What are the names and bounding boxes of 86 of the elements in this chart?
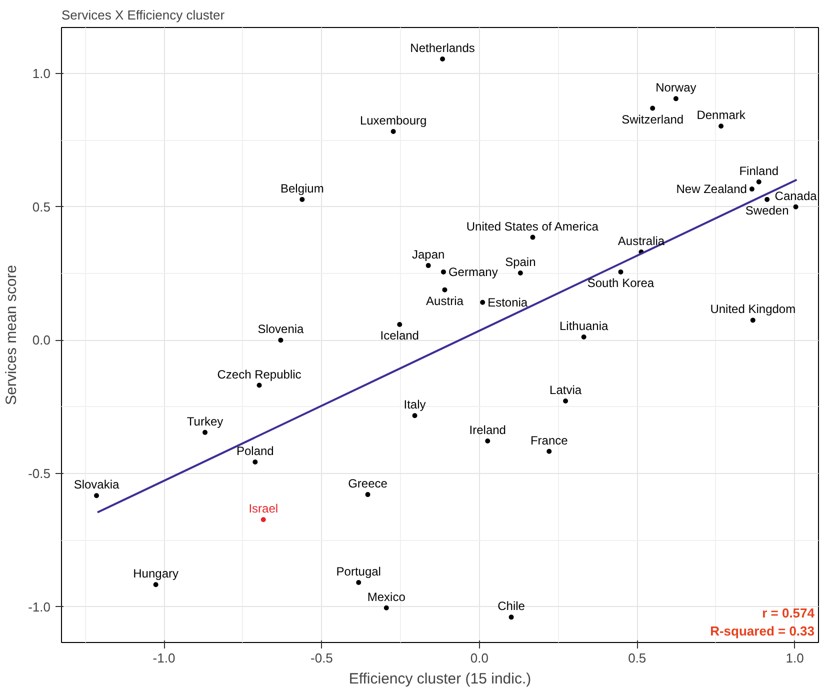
x-tick-label: 0.0 bbox=[470, 650, 488, 666]
y-axis-title: Services mean score bbox=[3, 264, 20, 406]
data-label: Canada bbox=[774, 188, 818, 203]
point bbox=[749, 186, 754, 192]
point bbox=[442, 287, 448, 292]
point bbox=[256, 382, 262, 388]
chart-title: Services X Efficiency cluster bbox=[62, 8, 226, 22]
point bbox=[202, 430, 208, 435]
point bbox=[94, 493, 100, 498]
data-label: Poland bbox=[236, 444, 274, 458]
y-tick-label: 0.0 bbox=[32, 332, 51, 348]
data-label: Germany bbox=[448, 264, 498, 279]
point bbox=[356, 580, 362, 586]
point bbox=[278, 338, 284, 343]
data-label: Norway bbox=[656, 80, 696, 95]
data-label: Luxembourg bbox=[360, 113, 427, 128]
data-label: Ireland bbox=[469, 422, 506, 437]
point bbox=[793, 204, 798, 210]
point bbox=[508, 614, 514, 620]
data-label: Finland bbox=[739, 164, 779, 178]
point bbox=[480, 300, 486, 305]
data-label: Israel bbox=[248, 502, 278, 516]
point bbox=[365, 492, 370, 498]
point bbox=[530, 234, 536, 240]
point bbox=[440, 269, 446, 274]
point bbox=[673, 96, 678, 102]
data-label: South Korea bbox=[587, 276, 654, 290]
data-label: Estonia bbox=[488, 295, 528, 310]
data-label: Spain bbox=[505, 255, 536, 270]
x-axis-title: Efficiency cluster (15 indic.) bbox=[348, 670, 532, 688]
data-label: France bbox=[530, 433, 568, 448]
data-label: Australia bbox=[618, 234, 665, 248]
point bbox=[260, 517, 266, 522]
point bbox=[300, 196, 305, 202]
data-label: Turkey bbox=[186, 414, 224, 428]
point bbox=[581, 334, 586, 340]
point bbox=[412, 413, 418, 418]
point bbox=[756, 179, 762, 184]
data-label: Greece bbox=[348, 476, 388, 491]
data-label: Switzerland bbox=[622, 112, 684, 126]
x-tick-label: 1.0 bbox=[786, 650, 804, 666]
point bbox=[153, 582, 158, 588]
data-label: Portugal bbox=[336, 564, 381, 579]
point bbox=[718, 124, 724, 129]
annotation: r = 0.574 bbox=[762, 606, 816, 620]
data-label: Slovenia bbox=[258, 322, 304, 336]
point bbox=[618, 269, 624, 274]
x-tick-label: -1.0 bbox=[152, 650, 176, 666]
point bbox=[764, 196, 770, 202]
data-label: Mexico bbox=[367, 590, 406, 604]
point bbox=[546, 448, 552, 454]
data-label: Japan bbox=[412, 248, 445, 262]
data-label: Latvia bbox=[550, 382, 582, 397]
data-label: Iceland bbox=[380, 328, 419, 342]
x-tick-label: -0.5 bbox=[310, 650, 333, 666]
point bbox=[650, 106, 656, 111]
data-label: United Kingdom bbox=[710, 302, 796, 316]
data-label: Italy bbox=[404, 398, 426, 412]
data-label: Denmark bbox=[696, 108, 746, 122]
y-tick-label: -0.5 bbox=[28, 466, 51, 481]
data-label: Lithuania bbox=[559, 319, 609, 333]
y-tick-label: 1.0 bbox=[32, 66, 51, 82]
data-label: New Zealand bbox=[676, 182, 747, 196]
point bbox=[563, 398, 568, 404]
point bbox=[440, 56, 446, 62]
annotation: R-squared = 0.33 bbox=[710, 624, 814, 638]
data-label: Slovakia bbox=[74, 478, 120, 492]
point bbox=[750, 318, 756, 323]
data-label: Czech Republic bbox=[217, 367, 302, 382]
data-label: Sweden bbox=[745, 203, 789, 218]
y-tick-label: -1.0 bbox=[28, 599, 51, 614]
point bbox=[485, 438, 490, 444]
point bbox=[397, 322, 402, 327]
y-tick-label: 0.5 bbox=[32, 199, 51, 214]
x-tick-label: 0.5 bbox=[628, 650, 646, 666]
data-label: Hungary bbox=[133, 566, 178, 581]
point bbox=[384, 605, 389, 610]
point bbox=[426, 263, 431, 268]
point bbox=[252, 460, 258, 465]
point bbox=[390, 128, 396, 134]
data-label: Chile bbox=[498, 599, 526, 614]
data-label: Netherlands bbox=[410, 40, 475, 55]
data-label: Austria bbox=[426, 294, 464, 308]
data-label: Belgium bbox=[280, 181, 324, 196]
point bbox=[518, 270, 523, 276]
data-label: United States of America bbox=[466, 219, 599, 234]
